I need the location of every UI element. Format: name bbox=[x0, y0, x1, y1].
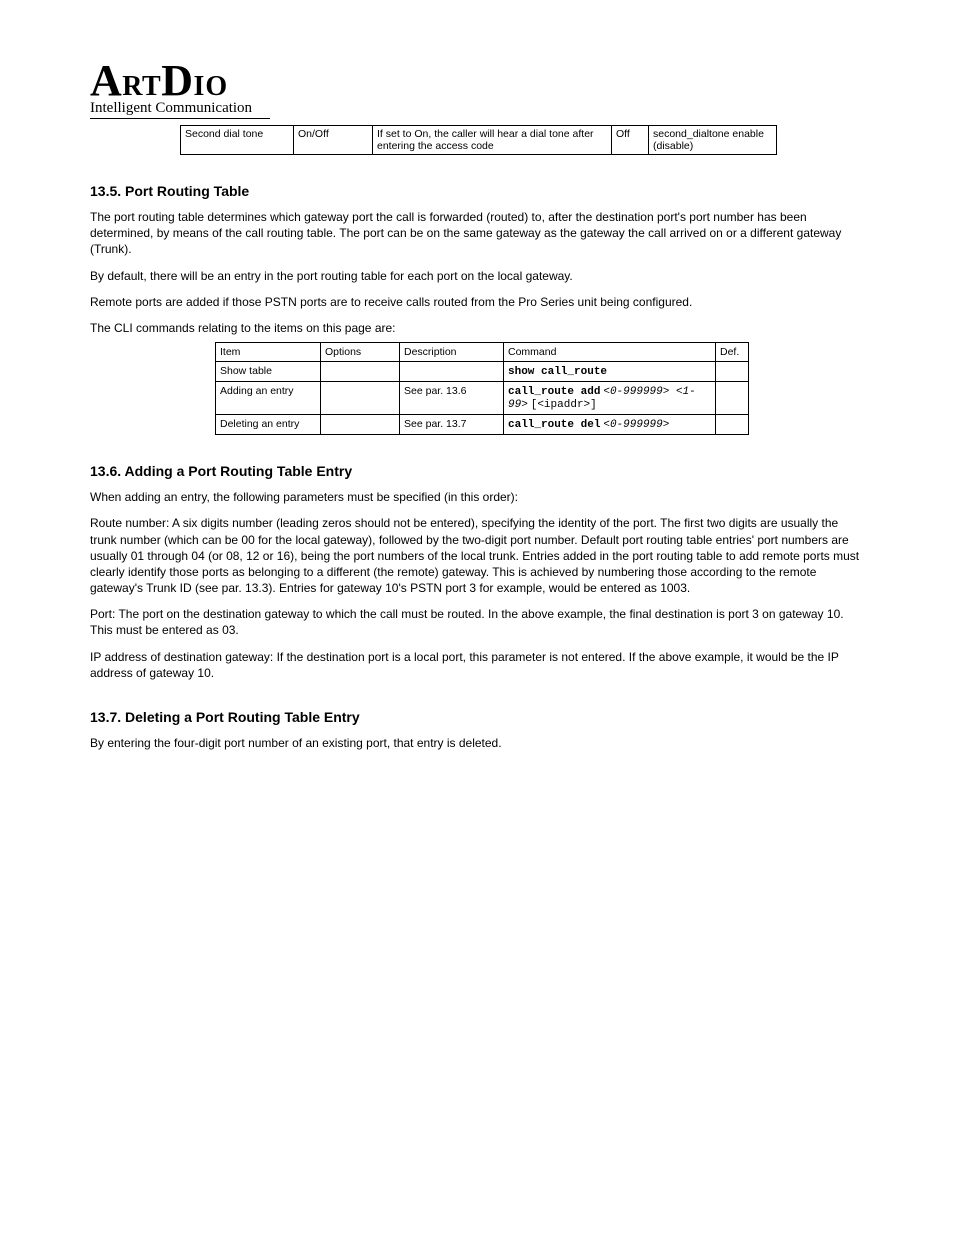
col-cmd: Command bbox=[504, 343, 716, 362]
section-heading-del-entry: 13.7. Deleting a Port Routing Table Entr… bbox=[90, 709, 864, 725]
logo: ARTDIO Intelligent Communication bbox=[90, 55, 864, 119]
cell-def bbox=[716, 362, 749, 382]
frag-cell-options: On/Off bbox=[294, 126, 373, 155]
cell-options bbox=[321, 382, 400, 415]
route-table-body: Show tableshow call_routeAdding an entry… bbox=[216, 362, 749, 435]
route-table: Item Options Description Command Def. Sh… bbox=[215, 342, 749, 435]
cell-desc: See par. 13.7 bbox=[400, 415, 504, 435]
cli-note: The CLI commands relating to the items o… bbox=[90, 320, 864, 336]
paragraph: Remote ports are added if those PSTN por… bbox=[90, 294, 864, 310]
table-row: Second dial tone On/Off If set to On, th… bbox=[181, 126, 777, 155]
section-heading-add-entry: 13.6. Adding a Port Routing Table Entry bbox=[90, 463, 864, 479]
cell-cmd: call_route add <0-999999> <1-99> [<ipadd… bbox=[504, 382, 716, 415]
paragraph: By entering the four-digit port number o… bbox=[90, 735, 864, 751]
col-def: Def. bbox=[716, 343, 749, 362]
paragraph: IP address of destination gateway: If th… bbox=[90, 649, 864, 681]
logo-tagline: Intelligent Communication bbox=[90, 100, 270, 119]
col-desc: Description bbox=[400, 343, 504, 362]
cell-cmd: show call_route bbox=[504, 362, 716, 382]
table-header-row: Item Options Description Command Def. bbox=[216, 343, 749, 362]
paragraph: When adding an entry, the following para… bbox=[90, 489, 864, 505]
cell-cmd: call_route del <0-999999> bbox=[504, 415, 716, 435]
cell-item: Deleting an entry bbox=[216, 415, 321, 435]
fragment-table: Second dial tone On/Off If set to On, th… bbox=[180, 125, 777, 155]
paragraph: The port routing table determines which … bbox=[90, 209, 864, 258]
cell-item: Show table bbox=[216, 362, 321, 382]
frag-cell-def: Off bbox=[612, 126, 649, 155]
paragraph: Port: The port on the destination gatewa… bbox=[90, 606, 864, 638]
cell-options bbox=[321, 415, 400, 435]
frag-cell-item: Second dial tone bbox=[181, 126, 294, 155]
table-row: Adding an entry See par. 13.6call_route a… bbox=[216, 382, 749, 415]
cell-options bbox=[321, 362, 400, 382]
table-row: Show table show call_route bbox=[216, 362, 749, 382]
cell-desc bbox=[400, 362, 504, 382]
cell-def bbox=[716, 382, 749, 415]
frag-cell-desc: If set to On, the caller will hear a dia… bbox=[373, 126, 612, 155]
table-row: Deleting an entry See par. 13.7call_route… bbox=[216, 415, 749, 435]
cell-def bbox=[716, 415, 749, 435]
col-options: Options bbox=[321, 343, 400, 362]
logo-wordmark: ARTDIO bbox=[90, 55, 864, 106]
paragraph: By default, there will be an entry in th… bbox=[90, 268, 864, 284]
frag-cell-cmd: second_dialtone enable (disable) bbox=[649, 126, 777, 155]
section-heading-port-routing: 13.5. Port Routing Table bbox=[90, 183, 864, 199]
paragraph: Route number: A six digits number (leadi… bbox=[90, 515, 864, 596]
cell-desc: See par. 13.6 bbox=[400, 382, 504, 415]
col-item: Item bbox=[216, 343, 321, 362]
cell-item: Adding an entry bbox=[216, 382, 321, 415]
